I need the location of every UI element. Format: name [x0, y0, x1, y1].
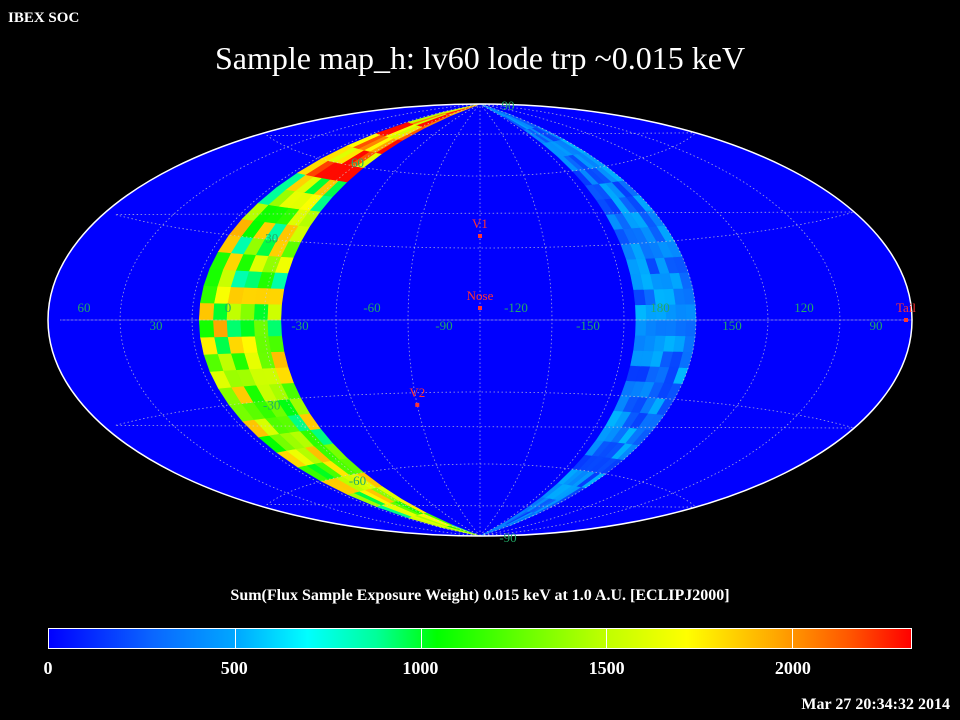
- colorbar-tick-label: 1500: [588, 658, 625, 678]
- marker-label: V1: [472, 216, 488, 231]
- timestamp: Mar 27 20:34:32 2014: [801, 696, 950, 713]
- colorbar-tick-label: 1000: [402, 658, 439, 678]
- flux-cell: [239, 319, 255, 337]
- graticule-meridian: [263, 104, 481, 536]
- map-outline: [47, 103, 913, 537]
- flux-cell: [266, 303, 282, 321]
- flux-cell: [212, 319, 228, 338]
- colorbar-tick: [606, 629, 608, 648]
- graticule-meridian: [335, 104, 481, 536]
- colorbar-label: Sum(Flux Sample Exposure Weight) 0.015 k…: [230, 587, 730, 604]
- lon-tick-label: -120: [504, 300, 528, 315]
- flux-cell: [645, 319, 657, 336]
- marker-dot: [478, 234, 482, 238]
- lat-tick-label: -60: [349, 473, 366, 488]
- graticule-parallel: [114, 211, 855, 249]
- lon-tick-label: 180: [650, 300, 670, 315]
- marker-label: V2: [409, 385, 425, 400]
- marker-nose: Nose: [467, 288, 494, 310]
- graticule-meridian: [119, 104, 481, 536]
- colorbar-tick: [792, 629, 794, 648]
- lon-tick-label: -30: [291, 318, 308, 333]
- flux-cell: [654, 319, 667, 336]
- flux-cell: [253, 303, 269, 321]
- marker-dot: [415, 402, 420, 407]
- lon-tick-label: 90: [870, 318, 883, 333]
- flux-cell: [684, 303, 697, 321]
- graticule-parallel: [114, 391, 855, 429]
- graticule-meridian: [407, 104, 481, 536]
- lat-tick-label: 30: [265, 231, 278, 246]
- graticule-meridian: [479, 104, 697, 536]
- lon-tick-label: 60: [78, 300, 91, 315]
- lon-tick-label: 0: [225, 300, 232, 315]
- flux-cell: [253, 319, 269, 337]
- lon-tick-label: -150: [576, 318, 600, 333]
- flux-cell: [198, 302, 215, 321]
- flux-cell: [226, 319, 242, 338]
- colorbar-tick: [420, 629, 422, 648]
- lon-tick-label: 150: [722, 318, 742, 333]
- marker-label: Nose: [467, 288, 494, 303]
- lon-tick-label: 30: [150, 318, 163, 333]
- graticule-meridian: [479, 104, 625, 536]
- flux-cell: [674, 319, 687, 337]
- graticule-meridian: [479, 104, 841, 536]
- marker-v1: V1: [472, 216, 488, 238]
- colorbar-tick-label: 500: [220, 658, 248, 678]
- flux-cell: [684, 319, 697, 337]
- colorbar: [48, 628, 912, 649]
- flux-cell: [198, 319, 215, 338]
- lat-tick-label: -90: [499, 530, 516, 545]
- marker-v2: V2: [409, 385, 425, 407]
- marker-label: Tail: [896, 300, 916, 315]
- lon-tick-label: -60: [363, 300, 380, 315]
- org-label: IBEX SOC: [8, 10, 80, 26]
- marker-tail: Tail: [896, 300, 916, 322]
- lon-tick-label: -90: [435, 318, 452, 333]
- lat-tick-label: -30: [263, 397, 280, 412]
- flux-cell: [635, 304, 647, 321]
- marker-dot: [478, 306, 482, 310]
- flux-cell: [266, 319, 282, 337]
- lon-tick-label: 120: [794, 300, 814, 315]
- marker-dot: [904, 318, 908, 322]
- flux-cell: [664, 319, 677, 337]
- lat-tick-label: 90: [502, 98, 515, 113]
- flux-cell: [633, 289, 646, 306]
- colorbar-tick: [234, 629, 236, 648]
- flux-cell: [239, 303, 255, 321]
- colorbar-tick-label: 0: [43, 658, 53, 678]
- lat-tick-label: 60: [351, 155, 364, 170]
- colorbar-tick-label: 2000: [774, 658, 811, 678]
- flux-cell: [674, 303, 687, 321]
- map-title: Sample map_h: lv60 lode trp ~0.015 keV: [214, 40, 746, 76]
- graticule-meridian: [479, 104, 553, 536]
- flux-cell: [633, 334, 646, 351]
- flux-cell: [635, 319, 647, 336]
